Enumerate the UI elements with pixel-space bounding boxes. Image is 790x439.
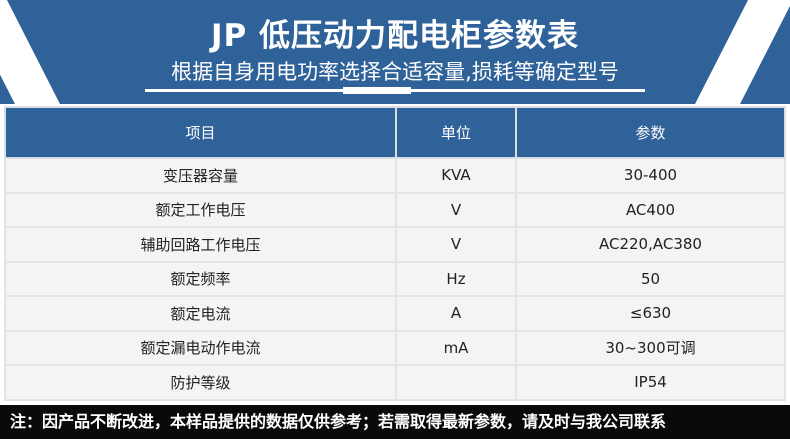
cell-value: 50	[515, 260, 786, 297]
header-param: 参数	[515, 106, 786, 159]
table-row: 额定频率 Hz 50	[4, 260, 786, 297]
cell-item: 额定漏电动作电流	[4, 329, 397, 366]
page-subtitle: 根据自身用电功率选择合适容量,损耗等确定型号	[171, 60, 619, 84]
page-title: JP 低压动力配电柜参数表	[210, 18, 580, 54]
table-row: 额定工作电压 V AC400	[4, 191, 786, 228]
cell-value: AC220,AC380	[515, 226, 786, 263]
table-row: 辅助回路工作电压 V AC220,AC380	[4, 226, 786, 263]
table-row: 变压器容量 KVA 30-400	[4, 157, 786, 194]
cell-value: 30-400	[515, 157, 786, 194]
cell-unit: V	[395, 226, 517, 263]
cell-item: 变压器容量	[4, 157, 397, 194]
cell-item: 额定电流	[4, 295, 397, 332]
header-item: 项目	[4, 106, 397, 159]
cell-value: IP54	[515, 364, 786, 401]
cell-item: 额定工作电压	[4, 191, 397, 228]
cell-item: 辅助回路工作电压	[4, 226, 397, 263]
cell-value: ≤630	[515, 295, 786, 332]
cell-unit: mA	[395, 329, 517, 366]
table-row: 防护等级 IP54	[4, 364, 786, 401]
divider-accent	[343, 87, 411, 94]
footer-note: 注：因产品不断改进，本样品提供的数据仅供参考；若需取得最新参数，请及时与我公司联…	[0, 405, 790, 439]
cell-unit: A	[395, 295, 517, 332]
cell-item: 额定频率	[4, 260, 397, 297]
banner: JP 低压动力配电柜参数表 根据自身用电功率选择合适容量,损耗等确定型号	[0, 0, 790, 104]
parameter-table: 项目 单位 参数 变压器容量 KVA 30-400 额定工作电压 V AC400 辅助回路工…	[4, 106, 786, 401]
cell-value: 30~300可调	[515, 329, 786, 366]
cell-value: AC400	[515, 191, 786, 228]
cell-unit: Hz	[395, 260, 517, 297]
table-row: 额定漏电动作电流 mA 30~300可调	[4, 329, 786, 366]
cell-unit: KVA	[395, 157, 517, 194]
table-header-row: 项目 单位 参数	[4, 106, 786, 159]
table-row: 额定电流 A ≤630	[4, 295, 786, 332]
header-unit: 单位	[395, 106, 517, 159]
cell-unit: V	[395, 191, 517, 228]
cell-item: 防护等级	[4, 364, 397, 401]
cell-unit	[395, 364, 517, 401]
